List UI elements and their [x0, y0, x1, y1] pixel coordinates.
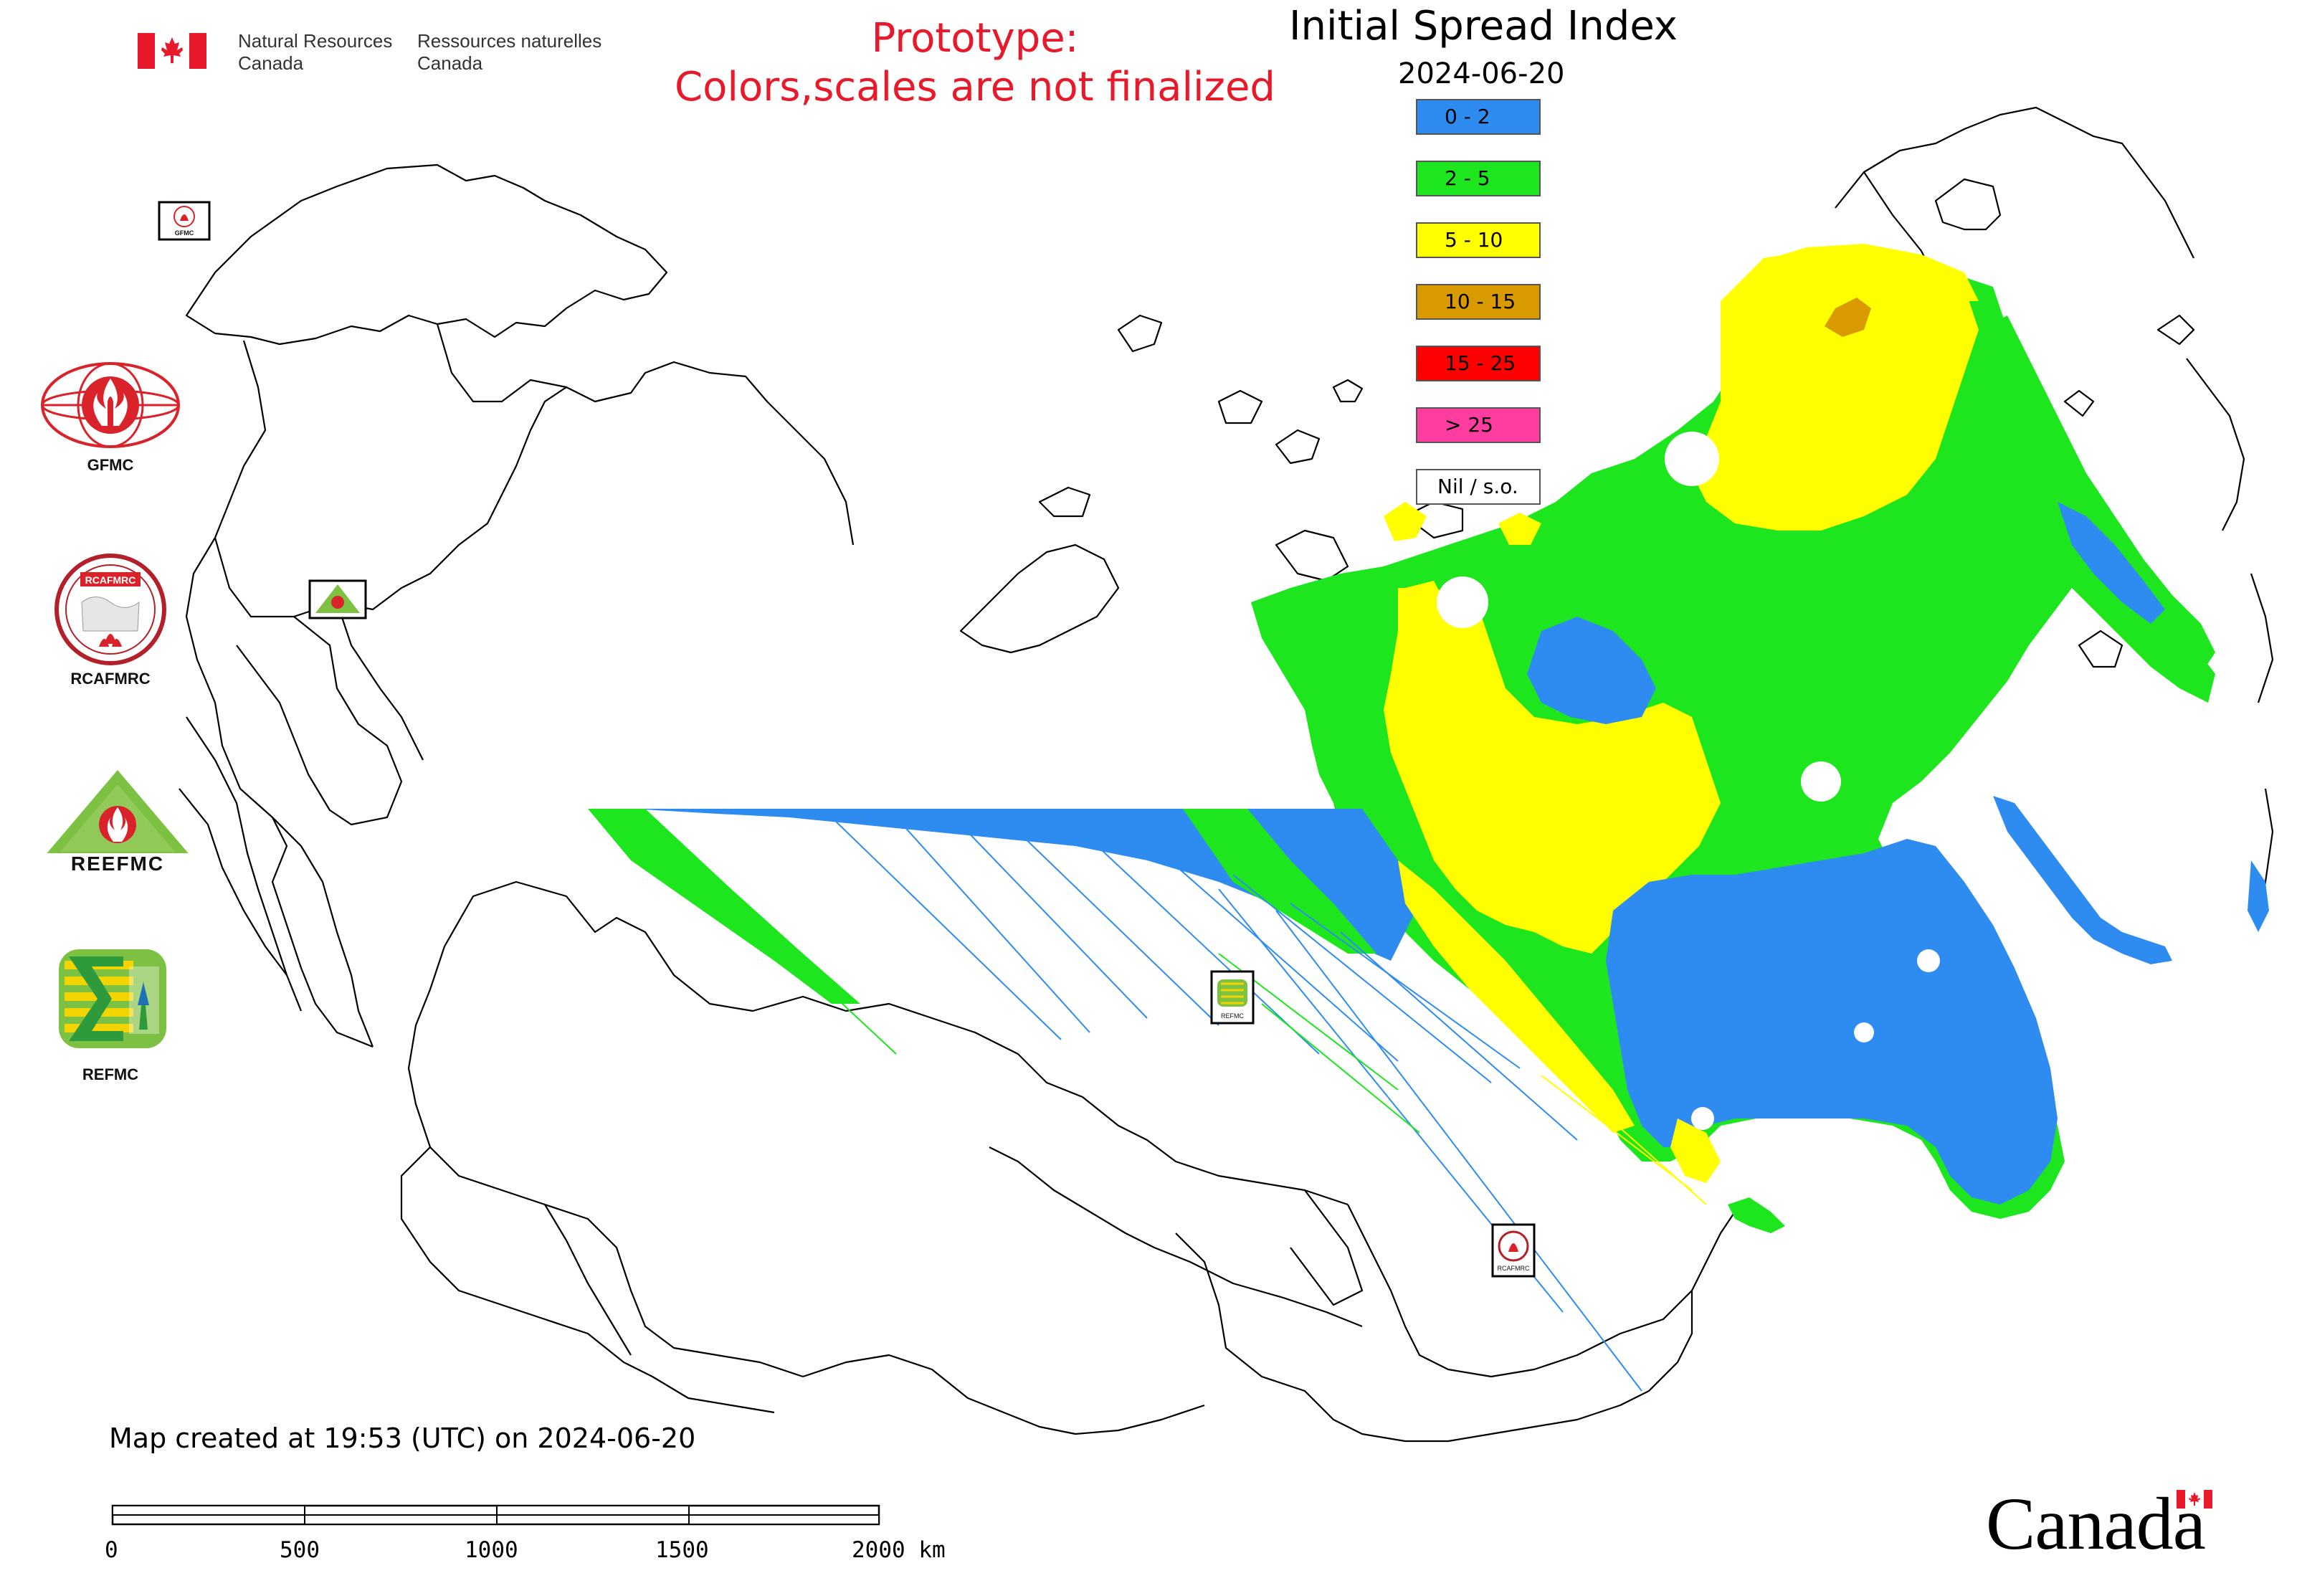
legend-item-5-10: 5 - 10	[1416, 222, 1541, 258]
refmc-marker-label: REFMC	[1221, 1012, 1244, 1020]
refmc-logo: REFMC	[54, 945, 198, 1088]
canada-flag-icon	[138, 33, 206, 69]
scale-label-1500: 1500	[655, 1537, 709, 1563]
isi-fill-region	[1251, 244, 2269, 1233]
refmc-emblem-icon	[59, 949, 166, 1048]
rcafmrc-emblem-label: RCAFMRC	[85, 574, 136, 586]
legend-item-2-5: 2 - 5	[1416, 161, 1541, 196]
dept-name-fr-line1: Ressources naturelles	[417, 30, 602, 52]
scale-label-0: 0	[105, 1537, 118, 1563]
rcafmrc-caption: RCAFMRC	[70, 670, 151, 688]
legend-item-10-15: 10 - 15	[1416, 284, 1541, 320]
refmc-caption: REFMC	[82, 1065, 139, 1083]
reefmc-map-marker	[308, 579, 367, 619]
reefmc-logo: REEFMC	[39, 767, 196, 875]
prototype-notice-line2: Colors,scales are not finalized	[675, 64, 1275, 110]
canada-wordmark-text: Canada	[1986, 1483, 2206, 1565]
dept-name-en-line2: Canada	[238, 52, 304, 74]
rcafmrc-emblem-icon: RCAFMRC	[54, 554, 166, 665]
dept-name-en-line1: Natural Resources	[238, 30, 393, 52]
interpolation-streaks	[588, 809, 1707, 1392]
gfmc-logo: GFMC	[39, 358, 182, 480]
reefmc-triangle-icon: REEFMC	[40, 770, 195, 875]
rcafmrc-map-marker: RCAFMRC	[1491, 1223, 1536, 1278]
legend-item-gt-25: > 25	[1416, 407, 1541, 443]
canada-wordmark-flag-icon	[2177, 1490, 2212, 1509]
gfmc-caption: GFMC	[87, 456, 134, 474]
legend-item-0-2: 0 - 2	[1416, 99, 1541, 135]
country-outlines	[179, 106, 2274, 1443]
map-title: Initial Spread Index	[1289, 3, 1678, 49]
scale-label-2000-km: 2000 km	[852, 1537, 946, 1563]
rcafmrc-logo: RCAFMRC RCAFMRC	[39, 552, 182, 688]
canada-wordmark: Canada	[1986, 1481, 2230, 1574]
legend-item-15-25: 15 - 25	[1416, 346, 1541, 381]
nrcan-signature: Natural Resources Canada Ressources natu…	[138, 30, 625, 80]
rcafmrc-marker-label: RCAFMRC	[1498, 1265, 1530, 1272]
gfmc-map-marker: GFMC	[158, 201, 211, 241]
legend-item-nil: Nil / s.o.	[1416, 469, 1541, 505]
dept-name-fr-line2: Canada	[417, 52, 483, 74]
map-created-timestamp: Map created at 19:53 (UTC) on 2024-06-20	[109, 1422, 696, 1454]
gfmc-globe-icon	[41, 362, 180, 448]
map-date: 2024-06-20	[1398, 57, 1565, 90]
refmc-map-marker: REFMC	[1210, 970, 1255, 1025]
scale-bar	[111, 1504, 880, 1526]
scale-label-500: 500	[280, 1537, 320, 1563]
scale-label-1000: 1000	[465, 1537, 518, 1563]
reefmc-wordmark: REEFMC	[71, 852, 164, 875]
gfmc-marker-label: GFMC	[175, 229, 194, 237]
prototype-notice: Prototype: Colors,scales are not finaliz…	[674, 14, 1276, 112]
prototype-notice-line1: Prototype:	[871, 15, 1079, 62]
